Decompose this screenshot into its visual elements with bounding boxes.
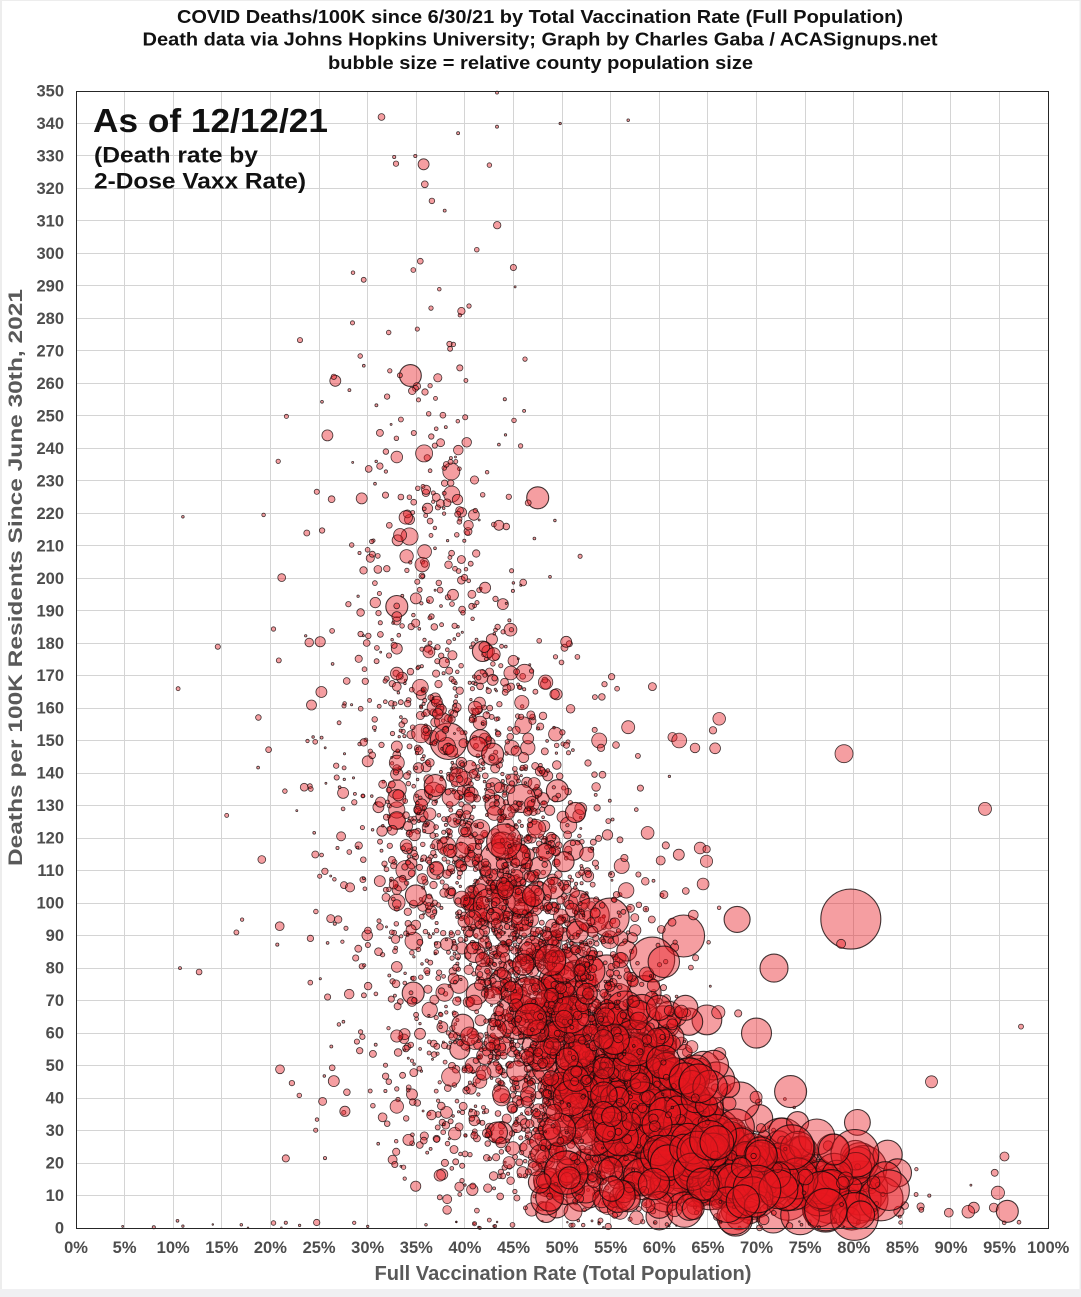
svg-text:10%: 10%: [157, 1239, 190, 1257]
svg-text:260: 260: [36, 375, 64, 393]
svg-text:60: 60: [46, 1025, 64, 1043]
svg-text:350: 350: [36, 83, 64, 101]
svg-text:20: 20: [46, 1155, 64, 1173]
svg-text:30: 30: [46, 1122, 64, 1140]
svg-text:20%: 20%: [254, 1239, 287, 1257]
svg-text:330: 330: [36, 148, 64, 166]
svg-text:80%: 80%: [837, 1239, 870, 1257]
svg-text:70%: 70%: [740, 1239, 773, 1257]
svg-text:0: 0: [55, 1220, 64, 1238]
svg-text:65%: 65%: [691, 1239, 724, 1257]
svg-text:5%: 5%: [113, 1239, 137, 1257]
svg-text:55%: 55%: [594, 1239, 627, 1257]
svg-text:290: 290: [36, 277, 64, 295]
svg-text:140: 140: [36, 765, 64, 783]
svg-text:50: 50: [46, 1057, 64, 1075]
svg-text:2-Dose Vaxx Rate): 2-Dose Vaxx Rate): [94, 169, 306, 194]
svg-text:50%: 50%: [546, 1239, 579, 1257]
svg-text:bubble size = relative county: bubble size = relative county population…: [328, 53, 753, 73]
svg-text:100: 100: [36, 895, 64, 913]
svg-text:60%: 60%: [643, 1239, 676, 1257]
svg-text:210: 210: [36, 537, 64, 555]
svg-text:340: 340: [36, 115, 64, 133]
svg-text:270: 270: [36, 342, 64, 360]
svg-text:110: 110: [37, 862, 64, 880]
svg-text:280: 280: [36, 310, 64, 328]
svg-text:Deaths per 100K Residents Sinc: Deaths per 100K Residents Since June 30t…: [6, 288, 27, 866]
svg-text:(Death rate by: (Death rate by: [94, 143, 259, 168]
svg-text:170: 170: [36, 667, 64, 685]
svg-text:85%: 85%: [886, 1239, 919, 1257]
svg-text:Full Vaccination Rate (Total P: Full Vaccination Rate (Total Population): [375, 1263, 752, 1285]
svg-text:10: 10: [46, 1187, 64, 1205]
svg-text:100%: 100%: [1027, 1239, 1070, 1257]
svg-text:90: 90: [46, 927, 64, 945]
svg-text:160: 160: [36, 700, 64, 718]
svg-text:230: 230: [36, 472, 64, 490]
svg-text:15%: 15%: [205, 1239, 238, 1257]
svg-text:90%: 90%: [934, 1239, 967, 1257]
svg-text:95%: 95%: [983, 1239, 1016, 1257]
svg-text:130: 130: [36, 797, 64, 815]
svg-text:75%: 75%: [789, 1239, 822, 1257]
svg-text:COVID Deaths/100K since 6/30/2: COVID Deaths/100K since 6/30/21 by Total…: [177, 7, 903, 27]
svg-text:45%: 45%: [497, 1239, 530, 1257]
svg-text:180: 180: [36, 635, 64, 653]
svg-text:240: 240: [36, 440, 64, 458]
svg-text:25%: 25%: [303, 1239, 336, 1257]
svg-text:310: 310: [36, 212, 64, 230]
svg-text:40: 40: [46, 1090, 64, 1108]
svg-text:300: 300: [36, 245, 64, 263]
svg-text:70: 70: [46, 992, 64, 1010]
svg-text:Death data via Johns Hopkins U: Death data via Johns Hopkins University;…: [143, 30, 938, 50]
svg-text:150: 150: [36, 732, 64, 750]
svg-text:250: 250: [36, 407, 64, 425]
svg-text:80: 80: [46, 960, 64, 978]
svg-text:200: 200: [36, 570, 64, 588]
svg-text:30%: 30%: [351, 1239, 384, 1257]
svg-text:35%: 35%: [400, 1239, 433, 1257]
svg-text:190: 190: [36, 602, 64, 620]
svg-text:40%: 40%: [448, 1239, 481, 1257]
svg-text:120: 120: [36, 830, 64, 848]
svg-text:0%: 0%: [64, 1239, 88, 1257]
svg-text:220: 220: [36, 505, 64, 523]
svg-text:As of 12/12/21: As of 12/12/21: [93, 102, 328, 139]
svg-text:320: 320: [36, 180, 64, 198]
